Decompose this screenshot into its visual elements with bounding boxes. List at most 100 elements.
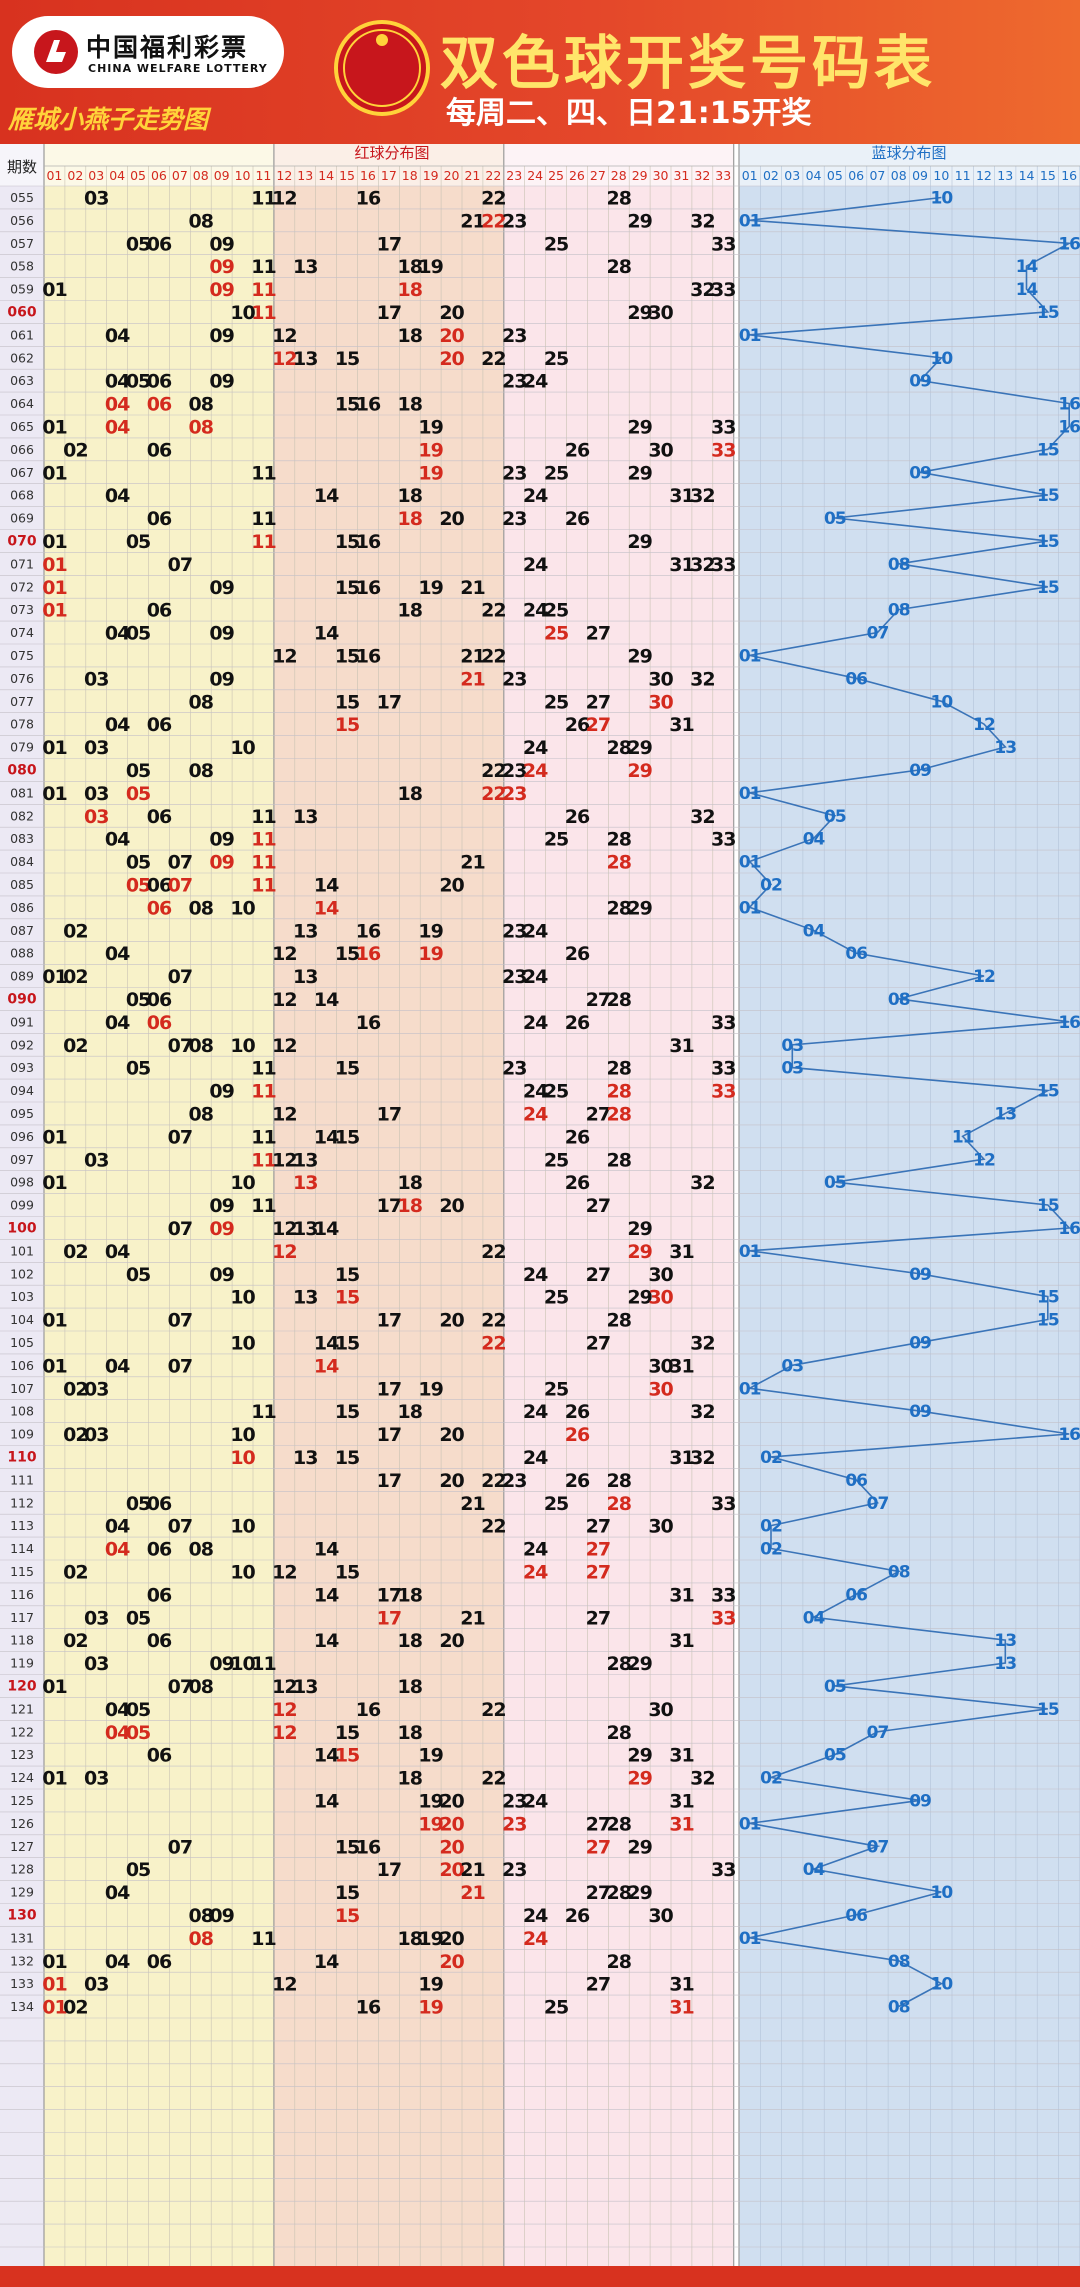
red-ball-number: 33 xyxy=(711,829,735,851)
red-ball-number: 04 xyxy=(105,943,130,965)
blue-ball-number: 11 xyxy=(952,1127,974,1147)
red-ball-number: 01 xyxy=(42,279,66,301)
red-ball-number: 04 xyxy=(105,1882,130,1904)
red-ball-number: 03 xyxy=(84,1149,108,1171)
blue-ball-number: 08 xyxy=(888,1998,910,2018)
blue-ball-number: 06 xyxy=(845,669,867,689)
red-ball-number: 16 xyxy=(356,645,381,667)
blue-ball-number: 12 xyxy=(973,1150,995,1170)
chart-column-headers: 期数 红球分布图 蓝球分布图 01 02 03 04 05 06 07 08 09 10 11 12 1… xyxy=(7,144,1077,183)
red-ball-number: 05 xyxy=(126,874,150,896)
red-ball-number: 25 xyxy=(544,1378,568,1400)
red-ball-number: 24 xyxy=(523,1539,548,1561)
red-ball-number: 27 xyxy=(586,1195,610,1217)
red-ball-number: 03 xyxy=(84,1974,108,1996)
red-zone3-bg xyxy=(503,144,734,2266)
blue-ball-number: 09 xyxy=(909,372,931,392)
red-ball-number: 21 xyxy=(460,645,484,667)
blue-ball-number: 08 xyxy=(888,1562,910,1582)
welfare-lottery-logo-icon xyxy=(34,30,78,74)
blue-ball-number: 15 xyxy=(1037,486,1059,506)
red-ball-number: 10 xyxy=(230,1172,255,1194)
red-ball-number: 05 xyxy=(126,989,150,1011)
red-ball-number: 31 xyxy=(669,1745,693,1767)
red-ball-number: 21 xyxy=(460,577,484,599)
blue-col-header: 03 xyxy=(784,168,800,183)
red-ball-number: 20 xyxy=(439,1928,464,1950)
red-ball-number: 07 xyxy=(168,852,192,874)
red-ball-number: 33 xyxy=(711,1012,735,1034)
red-ball-number: 02 xyxy=(63,439,87,461)
red-ball-number: 25 xyxy=(544,1149,568,1171)
red-ball-number: 08 xyxy=(189,1035,214,1057)
red-ball-number: 32 xyxy=(690,1332,714,1354)
red-ball-number: 29 xyxy=(627,210,651,232)
blue-ball-number: 16 xyxy=(1058,234,1080,254)
red-col-header: 11 xyxy=(255,168,271,183)
logo-english-text: CHINA WELFARE LOTTERY xyxy=(88,62,268,75)
red-ball-number: 28 xyxy=(607,989,632,1011)
red-ball-number: 23 xyxy=(502,760,526,782)
issue-label: 124 xyxy=(10,1770,34,1785)
draw-schedule: 每周二、四、日21:15开奖 xyxy=(446,96,812,131)
red-ball-number: 02 xyxy=(63,1630,87,1652)
red-ball-number: 11 xyxy=(251,1058,275,1080)
red-ball-number: 12 xyxy=(272,645,296,667)
issue-label: 062 xyxy=(10,350,34,365)
red-ball-number: 15 xyxy=(335,577,359,599)
blue-ball-number: 04 xyxy=(803,921,826,941)
red-col-header: 06 xyxy=(151,168,167,183)
issue-label: 107 xyxy=(10,1381,34,1396)
red-ball-number: 32 xyxy=(690,1447,714,1469)
red-col-header: 23 xyxy=(506,168,522,183)
red-ball-number: 14 xyxy=(314,1745,339,1767)
red-ball-number: 18 xyxy=(398,1768,423,1790)
red-ball-number: 04 xyxy=(105,394,130,416)
red-ball-number: 18 xyxy=(398,256,423,278)
red-ball-number: 19 xyxy=(418,1813,442,1835)
blue-ball-number: 02 xyxy=(760,1769,782,1789)
red-ball-number: 14 xyxy=(314,485,339,507)
red-ball-number: 16 xyxy=(356,1836,381,1858)
issue-label: 108 xyxy=(10,1404,34,1419)
red-ball-number: 32 xyxy=(690,1768,714,1790)
red-ball-number: 14 xyxy=(314,623,339,645)
red-ball-number: 07 xyxy=(168,1218,192,1240)
blue-ball-number: 09 xyxy=(909,1265,931,1285)
red-ball-number: 31 xyxy=(669,1035,693,1057)
red-ball-number: 01 xyxy=(42,1355,66,1377)
red-ball-number: 14 xyxy=(314,1218,339,1240)
issue-label: 116 xyxy=(10,1587,34,1602)
issue-label: 119 xyxy=(10,1656,34,1671)
red-ball-number: 06 xyxy=(147,600,172,622)
blue-ball-number: 15 xyxy=(1037,1082,1059,1102)
red-ball-number: 12 xyxy=(272,1103,296,1125)
red-ball-number: 04 xyxy=(105,1951,130,1973)
issue-label: 102 xyxy=(10,1266,34,1281)
issue-label: 079 xyxy=(10,740,34,755)
red-ball-number: 32 xyxy=(690,279,714,301)
red-ball-number: 04 xyxy=(105,485,130,507)
red-ball-number: 14 xyxy=(314,1584,339,1606)
red-ball-number: 32 xyxy=(690,210,714,232)
red-ball-number: 04 xyxy=(105,1539,130,1561)
red-ball-number: 04 xyxy=(105,416,130,438)
red-ball-number: 29 xyxy=(627,1768,651,1790)
red-ball-number: 18 xyxy=(398,600,423,622)
red-ball-number: 23 xyxy=(502,668,526,690)
red-ball-number: 25 xyxy=(544,233,568,255)
red-ball-number: 16 xyxy=(356,1997,381,2019)
red-ball-number: 11 xyxy=(251,829,275,851)
blue-ball-number: 05 xyxy=(824,1746,846,1766)
red-ball-number: 15 xyxy=(335,531,359,553)
red-ball-number: 30 xyxy=(648,1516,673,1538)
blue-ball-number: 02 xyxy=(760,1517,782,1537)
red-ball-number: 05 xyxy=(126,1058,150,1080)
red-ball-number: 23 xyxy=(502,966,526,988)
red-ball-number: 11 xyxy=(251,256,275,278)
red-ball-number: 33 xyxy=(711,1081,735,1103)
blue-ball-number: 10 xyxy=(931,692,954,712)
red-ball-number: 19 xyxy=(418,920,442,942)
red-ball-number: 24 xyxy=(523,1081,548,1103)
blue-ball-number: 01 xyxy=(739,326,761,346)
